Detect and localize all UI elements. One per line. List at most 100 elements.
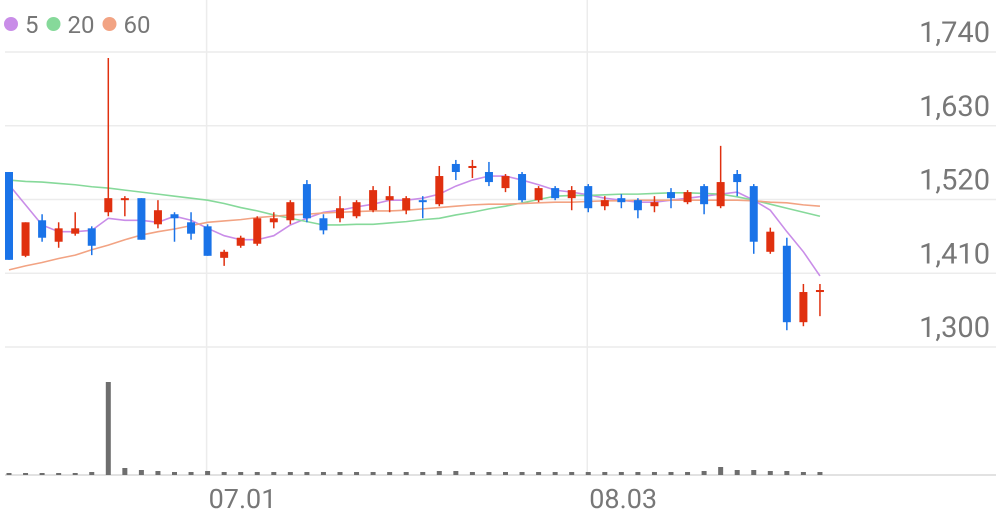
volume-bar: [138, 470, 144, 475]
legend-label: 5: [25, 11, 39, 39]
volume-bar: [172, 472, 177, 475]
volume-bar: [635, 472, 641, 475]
candle-body: [501, 176, 510, 189]
candle-body: [650, 202, 659, 207]
candle-body: [534, 188, 543, 201]
candle-body: [451, 163, 460, 173]
candle-body: [120, 198, 129, 201]
candle-body: [600, 200, 609, 207]
candle-body: [667, 192, 675, 199]
volume-bar: [122, 468, 128, 475]
candle-body: [153, 210, 162, 225]
legend-marker: [46, 17, 61, 31]
candle-body: [5, 172, 13, 260]
volume-bar: [585, 472, 591, 475]
volume-bar: [569, 472, 575, 475]
candle-body: [269, 218, 278, 223]
volume-bar: [784, 471, 790, 475]
candle-body: [87, 228, 96, 246]
legend-marker: [4, 17, 18, 31]
candle-body: [766, 231, 775, 252]
volume-bar: [519, 472, 525, 475]
y-tick-label: 1,300: [919, 311, 990, 345]
volume-bar: [6, 473, 12, 475]
candle-body: [402, 198, 411, 211]
volume-bar: [767, 471, 773, 475]
candle-body: [700, 186, 709, 205]
volume-bar: [287, 472, 293, 475]
candle-body: [418, 200, 427, 203]
candle-body: [137, 198, 146, 240]
candle-body: [352, 202, 361, 217]
volume-bar: [651, 472, 657, 475]
candle-body: [633, 200, 642, 211]
legend-marker: [102, 17, 117, 31]
volume-bar: [89, 472, 95, 475]
y-tick-label: 1,630: [919, 90, 990, 124]
y-tick-label: 1,740: [919, 16, 990, 50]
legend-label: 60: [123, 11, 150, 39]
moving-average-line: [8, 199, 821, 271]
candle-body: [385, 196, 394, 201]
volume-bar: [105, 382, 111, 475]
candle-body: [733, 174, 742, 183]
candle-body: [38, 220, 47, 238]
candle-body: [253, 218, 262, 244]
volume-bar: [387, 472, 393, 475]
volume-bar: [337, 472, 343, 475]
candle-body: [286, 202, 295, 221]
candle-body: [518, 174, 527, 201]
y-tick-label: 1,520: [919, 164, 990, 198]
volume-bar: [618, 472, 624, 475]
volume-bar: [701, 471, 707, 475]
volume-bar: [751, 470, 757, 475]
volume-bar: [668, 472, 674, 475]
volume-bar: [685, 472, 691, 475]
candle-body: [815, 290, 824, 293]
candle-body: [468, 165, 477, 168]
volume-bar: [72, 473, 78, 475]
candle-body: [369, 190, 378, 211]
candle-body: [71, 228, 80, 234]
x-tick-label: 07.01: [209, 483, 277, 515]
volume-bar: [817, 472, 823, 475]
volume-bar: [734, 470, 740, 475]
candle-body: [716, 182, 725, 207]
y-tick-label: 1,410: [919, 237, 990, 271]
candle-body: [336, 208, 344, 219]
volume-bar: [536, 472, 542, 475]
volume-bar: [320, 472, 326, 475]
candle-body: [484, 172, 493, 183]
candle-body: [749, 186, 758, 242]
candle-body: [302, 184, 311, 219]
volume-bar: [39, 473, 45, 475]
volume-bar: [503, 472, 508, 475]
candle-body: [435, 176, 444, 205]
candle-body: [187, 222, 196, 234]
volume-bar: [453, 471, 459, 475]
volume-bar: [602, 472, 608, 475]
volume-bar: [56, 473, 62, 475]
candle-body: [799, 292, 808, 323]
candle-body: [551, 188, 560, 199]
legend-label: 20: [68, 11, 95, 39]
volume-bar: [800, 472, 806, 475]
volume-bar: [469, 472, 475, 475]
volume-bar: [718, 467, 724, 475]
volume-bar: [23, 473, 29, 475]
candle-body: [567, 190, 576, 199]
volume-bar: [155, 471, 161, 475]
volume-bar: [205, 471, 211, 475]
volume-bar: [254, 472, 260, 475]
x-tick-label: 08.03: [589, 483, 657, 515]
volume-bar: [354, 472, 360, 475]
volume-bar: [436, 471, 442, 475]
candle-body: [236, 237, 245, 246]
candle-body: [170, 214, 179, 219]
volume-bar: [370, 472, 376, 475]
candle-body: [220, 251, 229, 258]
candle-body: [203, 226, 212, 256]
candle-body: [54, 228, 63, 242]
candle-body: [683, 192, 692, 203]
candle-body: [617, 198, 626, 203]
